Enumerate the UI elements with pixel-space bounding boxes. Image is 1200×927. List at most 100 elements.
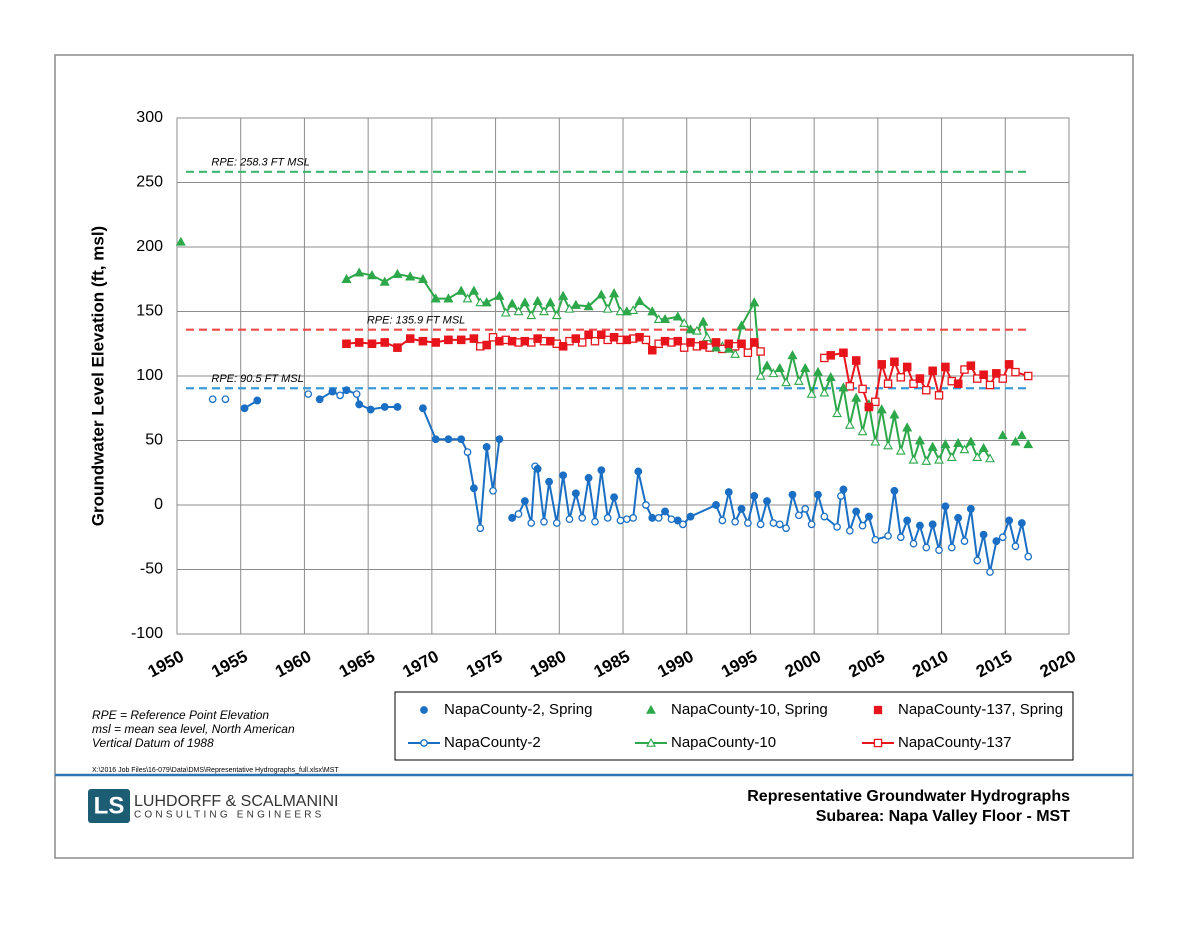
legend-label: NapaCounty-2, Spring <box>444 701 592 718</box>
marker <box>712 501 720 509</box>
marker <box>476 524 485 533</box>
marker <box>839 348 848 357</box>
marker <box>532 296 543 305</box>
marker <box>660 314 670 323</box>
marker <box>462 293 473 303</box>
legend-marker <box>420 739 428 747</box>
marker <box>571 334 581 343</box>
marker <box>750 492 759 500</box>
marker <box>673 516 682 525</box>
marker <box>851 392 862 402</box>
y-tick-label: 0 <box>154 496 163 513</box>
marker <box>552 519 561 527</box>
legend-marker <box>646 704 656 714</box>
marker <box>928 520 937 529</box>
marker <box>208 395 217 404</box>
marker <box>781 377 792 387</box>
y-tick-label: -100 <box>131 625 163 642</box>
marker <box>941 502 950 511</box>
y-tick-label: 100 <box>136 367 163 384</box>
marker <box>304 390 313 398</box>
marker <box>661 507 669 516</box>
legend-box <box>394 691 1074 761</box>
marker <box>628 305 639 314</box>
marker <box>540 517 548 526</box>
marker <box>750 338 759 347</box>
marker <box>946 452 957 462</box>
legend-label: NapaCounty-137, Spring <box>898 701 1063 718</box>
marker <box>883 379 893 388</box>
marker <box>935 546 943 555</box>
logo-box <box>88 789 130 823</box>
marker <box>583 301 594 311</box>
marker <box>934 454 944 464</box>
y-tick-label: -50 <box>140 561 163 578</box>
marker <box>559 471 567 480</box>
reference-label: RPE: 258.3 FT MSL <box>211 157 309 169</box>
marker <box>565 515 574 524</box>
marker <box>494 290 505 300</box>
marker <box>825 372 836 382</box>
marker <box>514 510 523 518</box>
marker <box>768 368 779 378</box>
marker <box>366 405 375 414</box>
marker <box>844 419 855 429</box>
logo-name: LUHDORFF & SCALMANINI <box>134 793 338 810</box>
marker <box>934 391 944 400</box>
marker <box>979 370 988 379</box>
marker <box>871 397 880 407</box>
marker <box>354 267 365 277</box>
marker <box>622 335 631 345</box>
marker <box>807 520 816 529</box>
marker <box>469 334 479 343</box>
marker <box>941 362 950 372</box>
marker <box>845 526 854 535</box>
marker <box>909 379 918 388</box>
marker <box>685 324 696 334</box>
marker <box>527 519 536 527</box>
marker <box>393 343 402 352</box>
marker <box>596 289 607 299</box>
marker <box>896 533 905 542</box>
marker <box>858 521 867 530</box>
marker <box>903 362 912 372</box>
marker <box>724 339 733 348</box>
marker <box>774 363 785 373</box>
marker <box>927 441 938 451</box>
marker <box>558 290 569 300</box>
marker <box>393 403 402 411</box>
marker <box>979 530 988 539</box>
marker <box>341 274 352 284</box>
marker <box>253 396 262 405</box>
marker <box>419 404 427 413</box>
marker <box>622 515 631 524</box>
legend-label: NapaCounty-10 <box>671 734 776 751</box>
marker <box>545 297 556 307</box>
marker <box>430 293 441 303</box>
marker <box>315 395 324 404</box>
note: Vertical Datum of 1988 <box>92 736 214 750</box>
logo-tagline: CONSULTING ENGINEERS <box>134 810 325 821</box>
marker <box>959 444 970 454</box>
marker <box>578 514 587 522</box>
marker <box>533 465 542 473</box>
marker <box>852 356 861 365</box>
file-path: X:\2016 Job Files\16-079\Data\DMS\Repres… <box>92 767 339 774</box>
marker <box>380 338 389 347</box>
marker <box>973 556 982 565</box>
marker <box>736 320 747 330</box>
marker <box>475 297 486 307</box>
marker <box>756 520 765 529</box>
marker <box>240 404 249 413</box>
marker <box>629 514 638 522</box>
marker <box>800 363 811 373</box>
marker <box>838 382 849 392</box>
report-subtitle: Subarea: Napa Valley Floor - MST <box>816 808 1071 825</box>
marker <box>814 490 822 499</box>
marker <box>380 403 389 411</box>
marker <box>679 317 690 327</box>
marker <box>495 435 504 444</box>
note: RPE = Reference Point Elevation <box>92 708 269 722</box>
marker <box>508 514 516 522</box>
marker <box>731 517 739 526</box>
